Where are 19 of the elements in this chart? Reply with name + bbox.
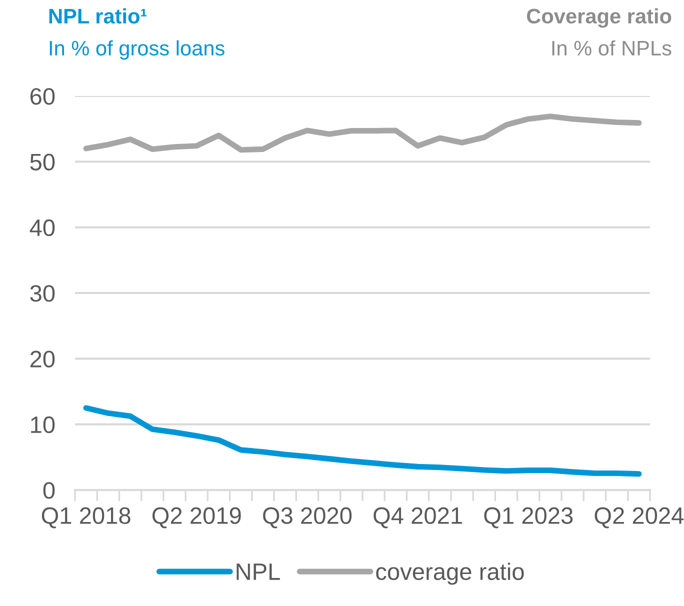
x-tick-label: Q4 2021 bbox=[374, 507, 462, 528]
y-tick-label: 0 bbox=[43, 482, 55, 499]
legend-label: NPL bbox=[236, 564, 280, 580]
y-tick-label: 50 bbox=[30, 154, 55, 170]
y-tick-label: 30 bbox=[30, 285, 55, 302]
text: Coverage ratio bbox=[526, 8, 672, 28]
text: In % of NPLs bbox=[552, 40, 672, 56]
x-tick-label: Q2 2024 bbox=[594, 507, 684, 528]
y-tick-label: 60 bbox=[30, 88, 55, 105]
chart-title: NPL ratio¹ bbox=[49, 8, 147, 24]
chart-subtitle: In % of gross loans bbox=[50, 40, 224, 60]
x-tick-label: Q3 2020 bbox=[263, 507, 352, 528]
legend-label: coverage ratio bbox=[376, 562, 524, 585]
x-tick-label: Q1 2018 bbox=[42, 507, 130, 528]
y-tick-label: 20 bbox=[30, 350, 55, 368]
y-tick-label: 10 bbox=[31, 416, 55, 434]
y-tick-label: 40 bbox=[30, 219, 55, 236]
x-tick-label: Q2 2019 bbox=[152, 507, 241, 528]
x-tick-label: Q1 2023 bbox=[484, 507, 573, 528]
